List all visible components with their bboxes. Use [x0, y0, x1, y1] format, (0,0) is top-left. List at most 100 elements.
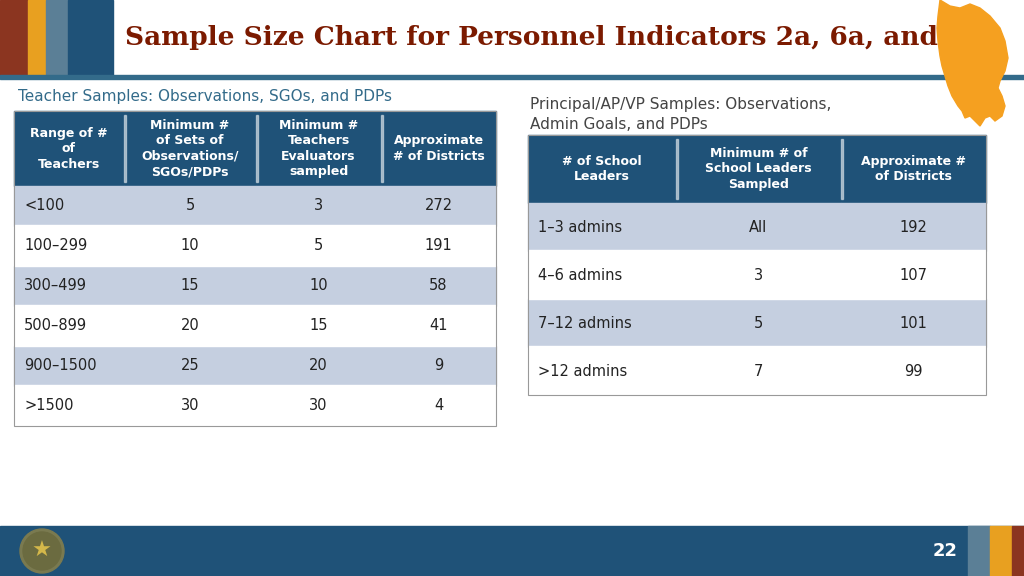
Bar: [0, 0, 28, 75]
Bar: [676, 203, 841, 251]
Bar: [990, 526, 1012, 576]
Text: All: All: [750, 219, 768, 234]
Bar: [528, 346, 986, 347]
Bar: [0, 75, 1024, 79]
Text: Minimum #
Teachers
Evaluators
sampled: Minimum # Teachers Evaluators sampled: [279, 119, 358, 178]
Bar: [14, 226, 124, 266]
Polygon shape: [937, 0, 1008, 126]
Bar: [124, 346, 256, 386]
Bar: [28, 0, 46, 75]
Bar: [528, 250, 986, 251]
Text: ★: ★: [32, 541, 52, 561]
Text: 10: 10: [309, 279, 328, 294]
Text: Principal/AP/VP Samples: Observations,
Admin Goals, and PDPs: Principal/AP/VP Samples: Observations, A…: [530, 97, 831, 132]
Bar: [256, 266, 381, 306]
Bar: [256, 346, 381, 386]
Text: 58: 58: [429, 279, 447, 294]
Bar: [256, 226, 381, 266]
Bar: [841, 139, 843, 199]
Text: 5: 5: [754, 316, 763, 331]
Text: 7: 7: [754, 363, 763, 378]
Bar: [528, 298, 986, 299]
Text: 7–12 admins: 7–12 admins: [538, 316, 632, 331]
Bar: [14, 306, 124, 346]
Text: 3: 3: [314, 199, 323, 214]
Bar: [14, 186, 124, 226]
Text: 107: 107: [899, 267, 928, 282]
Text: 22: 22: [933, 542, 957, 560]
Bar: [124, 386, 256, 426]
Text: 25: 25: [180, 358, 200, 373]
Bar: [256, 115, 257, 182]
Circle shape: [23, 532, 61, 570]
Bar: [381, 226, 496, 266]
Bar: [841, 203, 986, 251]
Bar: [381, 306, 496, 346]
Bar: [381, 115, 383, 182]
Bar: [676, 347, 841, 395]
Bar: [841, 251, 986, 299]
Bar: [124, 115, 126, 182]
Bar: [676, 299, 841, 347]
Bar: [68, 0, 113, 75]
Text: 20: 20: [309, 358, 328, 373]
Text: 300–499: 300–499: [24, 279, 87, 294]
Bar: [381, 266, 496, 306]
Bar: [14, 345, 496, 346]
Text: 272: 272: [424, 199, 453, 214]
Text: 1–3 admins: 1–3 admins: [538, 219, 623, 234]
Bar: [14, 386, 124, 426]
Bar: [528, 347, 676, 395]
Bar: [124, 266, 256, 306]
Text: 192: 192: [899, 219, 928, 234]
Bar: [14, 425, 496, 426]
Bar: [0, 0, 1024, 75]
Bar: [14, 111, 496, 426]
Text: 15: 15: [181, 279, 200, 294]
Text: 101: 101: [899, 316, 928, 331]
Bar: [968, 526, 990, 576]
Bar: [0, 526, 1024, 576]
Text: 10: 10: [180, 238, 200, 253]
Bar: [381, 386, 496, 426]
Bar: [256, 386, 381, 426]
Text: 5: 5: [185, 199, 195, 214]
Text: # of School
Leaders: # of School Leaders: [562, 155, 642, 183]
Bar: [256, 186, 381, 226]
Bar: [124, 186, 256, 226]
Bar: [1012, 526, 1024, 576]
Text: 20: 20: [180, 319, 200, 334]
Bar: [381, 186, 496, 226]
Bar: [14, 225, 496, 226]
Bar: [124, 226, 256, 266]
Bar: [46, 0, 68, 75]
Text: Approximate
# of Districts: Approximate # of Districts: [392, 134, 484, 163]
Text: Approximate #
of Districts: Approximate # of Districts: [861, 155, 966, 183]
Bar: [14, 266, 124, 306]
Text: 5: 5: [314, 238, 324, 253]
Text: Minimum # of
School Leaders
Sampled: Minimum # of School Leaders Sampled: [706, 147, 812, 191]
Text: 99: 99: [904, 363, 923, 378]
Circle shape: [20, 529, 63, 573]
Text: 30: 30: [309, 399, 328, 414]
Bar: [528, 203, 676, 251]
Text: 41: 41: [429, 319, 447, 334]
Text: 30: 30: [181, 399, 200, 414]
Bar: [528, 299, 676, 347]
Bar: [14, 385, 496, 386]
Text: 3: 3: [754, 267, 763, 282]
Bar: [841, 347, 986, 395]
Bar: [841, 299, 986, 347]
Text: Range of #
of
Teachers: Range of # of Teachers: [30, 127, 108, 170]
Text: >1500: >1500: [24, 399, 74, 414]
Bar: [528, 394, 986, 395]
Bar: [14, 265, 496, 266]
Bar: [528, 251, 676, 299]
Text: 100–299: 100–299: [24, 238, 87, 253]
Text: <100: <100: [24, 199, 65, 214]
Text: 900–1500: 900–1500: [24, 358, 96, 373]
Bar: [14, 111, 496, 186]
Text: Minimum #
of Sets of
Observations/
SGOs/PDPs: Minimum # of Sets of Observations/ SGOs/…: [141, 119, 239, 178]
Text: 15: 15: [309, 319, 328, 334]
Text: Teacher Samples: Observations, SGOs, and PDPs: Teacher Samples: Observations, SGOs, and…: [18, 89, 392, 104]
